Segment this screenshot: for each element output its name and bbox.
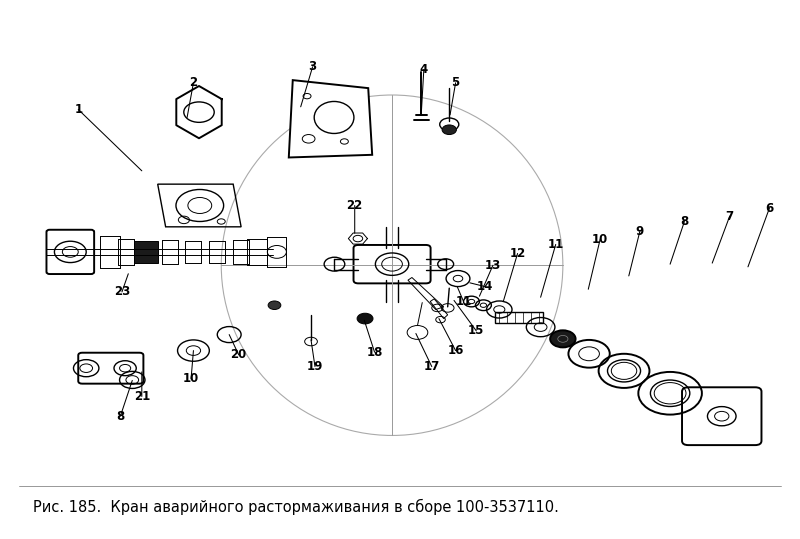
Text: 7: 7 — [726, 210, 734, 223]
Text: 20: 20 — [230, 348, 247, 361]
Text: 17: 17 — [424, 360, 440, 373]
Bar — [495, 312, 543, 323]
Text: 10: 10 — [183, 372, 199, 385]
Text: 1: 1 — [74, 103, 82, 116]
Text: 15: 15 — [468, 324, 485, 337]
Text: 8: 8 — [116, 410, 125, 423]
Text: 3: 3 — [309, 60, 317, 73]
Bar — [134, 241, 158, 262]
FancyBboxPatch shape — [682, 388, 762, 445]
Text: 12: 12 — [510, 247, 526, 260]
Text: Рис. 185.  Кран аварийного растормаживания в сборе 100-3537110.: Рис. 185. Кран аварийного растормаживани… — [33, 499, 559, 515]
Text: 2: 2 — [190, 77, 198, 89]
Text: 18: 18 — [366, 345, 382, 358]
Text: 11: 11 — [455, 295, 472, 308]
Circle shape — [268, 301, 281, 309]
Text: 16: 16 — [447, 344, 464, 357]
Circle shape — [442, 125, 457, 135]
Text: 13: 13 — [485, 259, 501, 272]
Text: 11: 11 — [547, 238, 564, 251]
Text: 19: 19 — [307, 360, 323, 373]
Text: 22: 22 — [346, 199, 363, 212]
Text: 4: 4 — [420, 63, 428, 76]
Text: 10: 10 — [592, 233, 608, 246]
Text: 21: 21 — [134, 390, 150, 403]
Text: 6: 6 — [766, 202, 774, 215]
Ellipse shape — [314, 101, 354, 134]
Text: 14: 14 — [477, 280, 493, 293]
Text: 9: 9 — [636, 225, 644, 238]
Circle shape — [558, 335, 568, 342]
Polygon shape — [289, 80, 372, 157]
Circle shape — [357, 313, 373, 324]
Circle shape — [550, 330, 575, 347]
Text: 8: 8 — [680, 215, 689, 228]
Text: 5: 5 — [451, 77, 460, 89]
Text: 23: 23 — [114, 286, 130, 299]
